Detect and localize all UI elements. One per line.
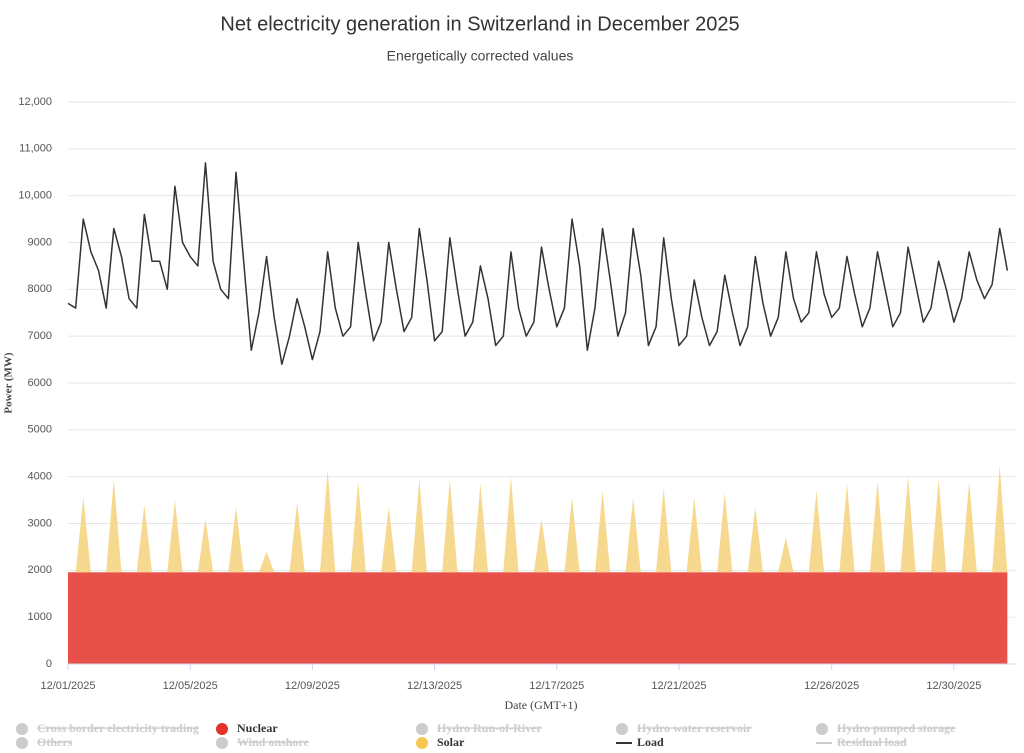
- axes: 0 1000 2000 3000 4000 5000 6000 7000 8000 9000 10,…: [18, 96, 1015, 692]
- chart-title: Net electricity generation in Switzerlan…: [220, 13, 739, 35]
- y-tick-label: 9000: [28, 236, 52, 248]
- legend: Cross border electricity trading Nuclear H…: [16, 721, 956, 749]
- legend-item[interactable]: Load: [616, 735, 664, 749]
- legend-label: Nuclear: [237, 721, 278, 735]
- y-tick-label: 4000: [28, 471, 52, 483]
- x-tick-label: 12/26/2025: [804, 680, 859, 692]
- legend-symbol: [16, 723, 28, 735]
- legend-item[interactable]: Solar: [416, 735, 465, 749]
- x-axis-label: Date (GMT+1): [504, 698, 577, 712]
- legend-label: Wind onshore: [237, 735, 310, 749]
- legend-symbol: [216, 723, 228, 735]
- plot-area: [67, 162, 1009, 664]
- legend-label: Hydro pumped storage: [837, 721, 956, 735]
- legend-item[interactable]: Nuclear: [216, 721, 278, 735]
- y-tick-label: 10,000: [18, 190, 52, 202]
- legend-symbol: [616, 723, 628, 735]
- y-axis-label: Power (MW): [3, 352, 15, 414]
- x-tick-label: 12/05/2025: [163, 680, 218, 692]
- legend-label: Hydro Run-of-River: [437, 721, 542, 735]
- legend-item[interactable]: Cross border electricity trading: [16, 721, 199, 735]
- y-tick-label: 5000: [28, 424, 52, 436]
- legend-label: Load: [637, 735, 664, 749]
- chart-subtitle: Energetically corrected values: [387, 48, 574, 64]
- legend-symbol: [216, 737, 228, 749]
- legend-label: Residual load: [837, 735, 907, 749]
- x-tick-label: 12/13/2025: [407, 680, 462, 692]
- legend-item[interactable]: Wind onshore: [216, 735, 310, 749]
- legend-symbol: [816, 723, 828, 735]
- legend-item[interactable]: Residual load: [816, 735, 907, 749]
- line-8: [67, 162, 1009, 366]
- y-tick-label: 12,000: [18, 96, 52, 108]
- area-7: [68, 464, 1008, 573]
- legend-item[interactable]: Hydro pumped storage: [816, 721, 956, 735]
- x-tick-label: 12/21/2025: [651, 680, 706, 692]
- legend-label: Solar: [437, 735, 465, 749]
- legend-label: Hydro water reservoir: [637, 721, 752, 735]
- y-tick-label: 1000: [28, 611, 52, 623]
- y-tick-label: 0: [46, 658, 52, 670]
- y-tick-label: 7000: [28, 330, 52, 342]
- y-tick-label: 3000: [28, 517, 52, 529]
- legend-label: Others: [37, 735, 73, 749]
- legend-symbol: [16, 737, 28, 749]
- grid: [68, 101, 1015, 665]
- x-tick-label: 12/17/2025: [529, 680, 584, 692]
- area-1: [68, 572, 1008, 664]
- legend-label: Cross border electricity trading: [37, 721, 199, 735]
- x-tick-label: 12/30/2025: [926, 680, 981, 692]
- legend-item[interactable]: Hydro Run-of-River: [416, 721, 542, 735]
- x-tick-label: 12/01/2025: [40, 680, 95, 692]
- legend-symbol: [416, 737, 428, 749]
- legend-symbol: [416, 723, 428, 735]
- x-tick-label: 12/09/2025: [285, 680, 340, 692]
- y-tick-label: 8000: [28, 283, 52, 295]
- y-tick-label: 2000: [28, 564, 52, 576]
- y-tick-label: 11,000: [19, 143, 52, 155]
- legend-item[interactable]: Others: [16, 735, 73, 749]
- y-tick-label: 6000: [28, 377, 52, 389]
- legend-item[interactable]: Hydro water reservoir: [616, 721, 752, 735]
